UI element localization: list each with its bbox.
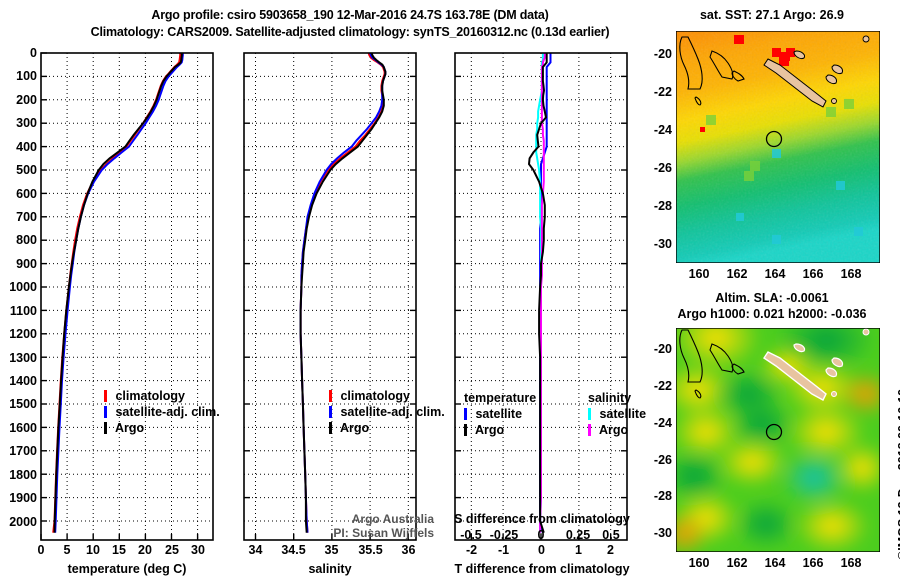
argo-profile-marker [765, 130, 783, 148]
difference-curves [527, 53, 552, 534]
new-caledonia-landmass [763, 35, 870, 108]
sla-map-header-line2: Argo h1000: 0.021 h2000: -0.036 [677, 307, 867, 321]
salinity-gridlines [244, 53, 416, 540]
temperature-legend: climatology satellite-adj. clim. Argo [104, 389, 220, 435]
legend-swatch-salinity-satellite-diff [588, 408, 591, 420]
legend-item-satellite-adj-clim: satellite-adj. clim. [104, 405, 220, 419]
sla-map-header-line1: Altim. SLA: -0.0061 [715, 291, 829, 305]
difference-t-axis-label: T difference from climatology [454, 562, 630, 576]
curve-satellite-adj-clim [54, 53, 184, 533]
temperature-panel [0, 40, 230, 580]
legend-item-climatology: climatology [104, 389, 220, 403]
argo-profile-marker-sla [765, 423, 783, 441]
attribution-line2: PI: Susan Wijffels [333, 526, 434, 540]
legend-swatch-salinity-climatology [329, 390, 332, 402]
difference-gridlines [455, 53, 627, 540]
legend-swatch-temperature-satellite [464, 408, 467, 420]
temperature-gridlines [41, 53, 213, 540]
legend-swatch-salinity-satellite-adj-clim [329, 406, 332, 418]
sst-hot-pixels [700, 35, 795, 132]
salinity-curves [299, 53, 387, 533]
curve-climatology [52, 53, 182, 533]
sla-field [676, 328, 880, 552]
salinity-panel [232, 40, 447, 580]
coastline-outlines [679, 36, 745, 106]
curve-salinity-climatology [299, 53, 386, 533]
legend-label-salinity-satellite-adj-clim: satellite-adj. clim. [340, 405, 445, 419]
legend-item-salinity-satellite-diff: satellite [588, 407, 646, 421]
sla-coastline-outlines [679, 329, 745, 399]
attribution-line1: Argo Australia [351, 512, 434, 526]
temperature-y-ticks [41, 52, 47, 522]
legend-label-temperature-satellite: satellite [475, 407, 523, 421]
difference-legend-salinity: salinity satellite Argo [588, 391, 646, 437]
salinity-plot-svg [243, 52, 417, 541]
curve-argo [53, 53, 183, 533]
salinity-y-ticks [244, 75, 416, 499]
temperature-axes-frame [40, 52, 214, 541]
legend-swatch-salinity-argo-diff [588, 424, 591, 436]
legend-label-salinity-argo-diff: Argo [599, 423, 629, 437]
difference-s-axis-label: S difference from climatology [454, 512, 630, 526]
legend-label-temperature-argo: Argo [475, 423, 505, 437]
sst-cool-pixels [736, 149, 863, 244]
salinity-x-ticks [254, 534, 410, 540]
difference-legend-temperature: temperature satellite Argo [464, 391, 536, 437]
legend-swatch-temperature-argo [464, 424, 467, 436]
legend-item-temperature-argo: Argo [464, 423, 536, 437]
legend-label-climatology: climatology [115, 389, 185, 403]
legend-label-satellite-adj-clim: satellite-adj. clim. [115, 405, 220, 419]
legend-swatch-climatology [104, 390, 107, 402]
legend-item-salinity-argo: Argo [329, 421, 445, 435]
sla-map [676, 328, 880, 552]
legend-label-argo: Argo [115, 421, 145, 435]
legend-heading-salinity: salinity [588, 391, 632, 405]
copyright-text: ©IMOS 13-Dec-2018 00:16:10 [896, 388, 900, 560]
legend-swatch-satellite-adj-clim [104, 406, 107, 418]
legend-label-salinity-satellite-diff: satellite [599, 407, 647, 421]
legend-swatch-argo [104, 422, 107, 434]
sst-warm-patch-pixels [706, 99, 854, 181]
temperature-axis-label: temperature (deg C) [67, 562, 187, 576]
legend-item-salinity-argo-diff: Argo [588, 423, 646, 437]
page-title-line1: Argo profile: csiro 5903658_190 12-Mar-2… [151, 8, 549, 22]
sst-field [676, 31, 880, 263]
page-title-line2: Climatology: CARS2009. Satellite-adjuste… [90, 25, 610, 39]
temperature-curves [52, 53, 184, 533]
legend-item-salinity-climatology: climatology [329, 389, 445, 403]
sla-new-caledonia-landmass [763, 328, 870, 401]
legend-label-salinity-climatology: climatology [340, 389, 410, 403]
legend-swatch-salinity-argo [329, 422, 332, 434]
legend-item-salinity-satellite-adj-clim: satellite-adj. clim. [329, 405, 445, 419]
sst-map-header: sat. SST: 27.1 Argo: 26.9 [699, 8, 845, 22]
legend-label-salinity-argo: Argo [340, 421, 370, 435]
temperature-plot-svg [40, 52, 214, 541]
salinity-legend: climatology satellite-adj. clim. Argo [329, 389, 445, 435]
curve-salinity-argo [299, 53, 387, 533]
difference-x-ticks [470, 534, 612, 540]
difference-y-ticks [455, 75, 627, 499]
sla-map-svg [676, 328, 880, 552]
legend-item-temperature-satellite: satellite [464, 407, 536, 421]
temperature-x-ticks [40, 534, 199, 540]
salinity-axis-label: salinity [308, 562, 352, 576]
difference-panel [449, 40, 664, 580]
legend-item-argo: Argo [104, 421, 220, 435]
sst-map-svg [676, 31, 880, 263]
curve-diff-temperature-argo [527, 53, 548, 534]
sst-map [676, 31, 880, 263]
difference-plot-svg [454, 52, 628, 541]
salinity-axes-frame [243, 52, 417, 541]
legend-heading-temperature: temperature [464, 391, 537, 405]
